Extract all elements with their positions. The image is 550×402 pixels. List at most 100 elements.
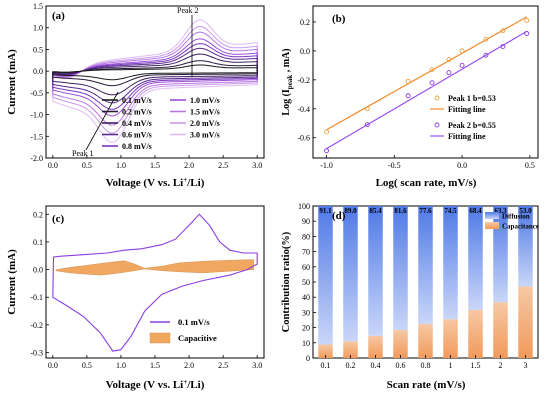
legend-swatch bbox=[485, 212, 499, 219]
cv-series-line bbox=[52, 47, 258, 104]
x-tick-label: 0.5 bbox=[82, 161, 92, 170]
cv-series-line bbox=[52, 64, 258, 81]
legend-label: 0.4 mV/s bbox=[122, 119, 152, 128]
y-tick-label: 40 bbox=[302, 293, 310, 302]
bar-diffusion bbox=[493, 206, 508, 303]
axis-ticks: 0 10 20 30 40 50 60 70 80 90 100 0.1 0.2 0.4 0.6 0.8 1 1.… bbox=[298, 202, 528, 370]
legend-marker bbox=[434, 95, 440, 101]
y-tick-label: -2.0 bbox=[30, 154, 43, 163]
bar-capacitance bbox=[393, 330, 408, 358]
bar-plot: 91.1 89.0 85.4 81.6 77.6 74.5 68.4 63.3 53.0 bbox=[318, 206, 533, 358]
bar-diffusion bbox=[343, 206, 358, 342]
data-point bbox=[446, 70, 452, 76]
fitting-line bbox=[326, 16, 528, 131]
x-tick-label: 0.5 bbox=[82, 361, 92, 370]
x-tick-label: 2.5 bbox=[218, 161, 228, 170]
bar-value-label: 74.5 bbox=[444, 207, 457, 215]
x-tick-label: 0.8 bbox=[421, 361, 431, 370]
legend-label: 1.5 mV/s bbox=[190, 108, 220, 117]
x-tick-label: 0.4 bbox=[371, 361, 381, 370]
y-tick-label: 0.5 bbox=[33, 45, 43, 54]
axis-ticks: 0.0 0.5 1.0 1.5 2.0 2.5 3.0 -0.3 -0.2 -0.1 0.0 0.1 0… bbox=[30, 210, 262, 370]
y-tick-label: 0.0 bbox=[33, 266, 43, 275]
capacitive-area bbox=[56, 259, 254, 276]
y-tick-label: 100 bbox=[298, 202, 310, 211]
y-tick-label: 0.1 bbox=[33, 238, 43, 247]
y-tick-label: 0.2 bbox=[300, 18, 310, 27]
x-tick-label: 0.5 bbox=[525, 161, 535, 170]
y-tick-label: -1.0 bbox=[30, 111, 43, 120]
data-point bbox=[405, 93, 411, 99]
fitting-line bbox=[326, 30, 528, 150]
data-point bbox=[483, 36, 489, 42]
legend-swatch bbox=[149, 332, 171, 344]
cv-series-line bbox=[52, 43, 258, 110]
panel-b: -1.0 -0.5 0.0 0.5 -0.6 -0.4 -0.2 0.0 0.2 (b) Pea… bbox=[281, 5, 539, 189]
cv-series-line bbox=[52, 31, 258, 126]
legend-label: 0.8 mV/s bbox=[122, 142, 152, 151]
bar-capacitance bbox=[318, 344, 333, 358]
bar-capacitance bbox=[368, 335, 383, 358]
y-axis-label: Current (mA) bbox=[6, 49, 18, 115]
axis-ticks: 0.0 0.5 1.0 1.5 2.0 2.5 3.0 -2.0 -1.5 -1.0 -0.5 0.0… bbox=[30, 2, 262, 170]
legend: Peak 1 b=0.53 Fitting line Peak 2 b=0.55 Fi… bbox=[430, 94, 496, 141]
x-tick-label: 1.0 bbox=[116, 161, 126, 170]
legend-label: 0.6 mV/s bbox=[122, 131, 152, 140]
x-tick-label: 0.1 bbox=[321, 361, 331, 370]
cv-plot bbox=[52, 213, 258, 352]
legend-label: Peak 2 b=0.55 bbox=[448, 121, 496, 130]
bar-diffusion bbox=[518, 206, 533, 287]
bar-diffusion bbox=[368, 206, 383, 336]
legend-label: Peak 1 b=0.53 bbox=[448, 94, 496, 103]
bar-capacitance bbox=[443, 319, 458, 358]
bar-diffusion bbox=[443, 206, 458, 320]
legend-label: 0.2 mV/s bbox=[122, 108, 152, 117]
bar-value-label: 89.0 bbox=[344, 207, 357, 215]
y-tick-label: 0.0 bbox=[300, 47, 310, 56]
bar-diffusion bbox=[468, 206, 483, 310]
y-tick-label: 60 bbox=[302, 263, 310, 272]
x-tick-label: 1.5 bbox=[471, 361, 481, 370]
legend-label: 0.1 mV/s bbox=[122, 96, 152, 105]
x-axis-label: Voltage (V vs. Li+/Li) bbox=[106, 176, 205, 189]
data-point bbox=[429, 80, 435, 86]
x-tick-label: 3 bbox=[524, 361, 528, 370]
bar-diffusion bbox=[418, 206, 433, 324]
data-point bbox=[500, 28, 506, 34]
legend-label: Capacitance bbox=[502, 223, 539, 231]
y-axis-label: Current (mA) bbox=[6, 249, 18, 315]
legend-label: Fitting line bbox=[448, 105, 486, 114]
bar-diffusion bbox=[393, 206, 408, 331]
panel-d: 91.1 89.0 85.4 81.6 77.6 74.5 68.4 63.3 53.0 010… bbox=[281, 202, 539, 391]
y-tick-label: 1.5 bbox=[33, 2, 43, 11]
x-tick-label: 1 bbox=[449, 361, 453, 370]
data-point bbox=[364, 122, 370, 128]
y-tick-label: 1.0 bbox=[33, 24, 43, 33]
legend-label: 0.1 mV/s bbox=[178, 317, 210, 327]
legend-label: Fitting line bbox=[448, 132, 486, 141]
y-tick-label: 0 bbox=[306, 354, 310, 363]
x-tick-label: 3.0 bbox=[252, 361, 262, 370]
x-tick-label: 2.0 bbox=[184, 361, 194, 370]
y-tick-label: 0.2 bbox=[33, 210, 43, 219]
cv-series-line bbox=[52, 38, 258, 117]
cv-series-line bbox=[52, 53, 258, 96]
x-axis-label: Scan rate (mV/s) bbox=[387, 379, 466, 391]
panel-label: (c) bbox=[52, 213, 65, 225]
y-tick-label: -0.6 bbox=[297, 134, 310, 143]
bar-value-label: 85.4 bbox=[369, 207, 382, 215]
y-tick-label: -0.2 bbox=[30, 321, 43, 330]
y-axis-label: Contribution ratio(%) bbox=[281, 231, 292, 332]
data-point bbox=[483, 52, 489, 58]
legend-label: 3.0 mV/s bbox=[190, 131, 220, 140]
data-point bbox=[405, 78, 411, 84]
data-point bbox=[459, 62, 465, 68]
scatter-plot bbox=[324, 16, 530, 154]
annotation-peak-2: Peak 2 bbox=[177, 6, 199, 15]
y-tick-label: -0.1 bbox=[30, 293, 43, 302]
y-tick-label: 10 bbox=[302, 339, 310, 348]
data-point bbox=[459, 48, 465, 54]
y-tick-label: 20 bbox=[302, 324, 310, 333]
legend: Diffusion Capacitance bbox=[485, 212, 539, 231]
